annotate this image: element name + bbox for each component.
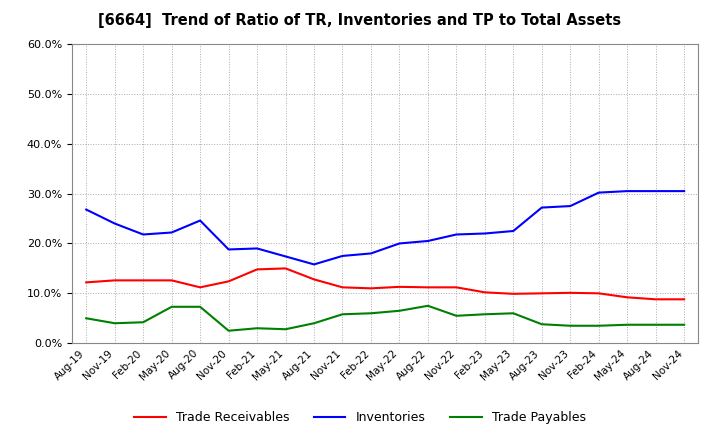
Trade Payables <box>225 328 233 334</box>
Trade Receivables <box>310 277 318 282</box>
Inventories <box>595 190 603 195</box>
Trade Payables <box>595 323 603 328</box>
Trade Receivables <box>537 291 546 296</box>
Trade Payables <box>680 322 688 327</box>
Trade Receivables <box>652 297 660 302</box>
Inventories <box>253 246 261 251</box>
Inventories <box>623 188 631 194</box>
Inventories <box>423 238 432 244</box>
Trade Receivables <box>623 295 631 300</box>
Inventories <box>566 203 575 209</box>
Inventories <box>480 231 489 236</box>
Trade Receivables <box>566 290 575 296</box>
Legend: Trade Receivables, Inventories, Trade Payables: Trade Receivables, Inventories, Trade Pa… <box>130 407 590 429</box>
Trade Payables <box>395 308 404 313</box>
Trade Payables <box>82 315 91 321</box>
Inventories <box>652 188 660 194</box>
Inventories <box>282 254 290 259</box>
Trade Receivables <box>139 278 148 283</box>
Inventories <box>310 262 318 267</box>
Inventories <box>167 230 176 235</box>
Trade Receivables <box>395 284 404 290</box>
Inventories <box>395 241 404 246</box>
Inventories <box>366 251 375 256</box>
Inventories <box>680 188 688 194</box>
Trade Payables <box>196 304 204 309</box>
Trade Payables <box>566 323 575 328</box>
Trade Payables <box>253 326 261 331</box>
Inventories <box>110 221 119 226</box>
Trade Payables <box>282 326 290 332</box>
Trade Receivables <box>423 285 432 290</box>
Trade Receivables <box>480 290 489 295</box>
Trade Payables <box>423 303 432 308</box>
Trade Receivables <box>509 291 518 297</box>
Inventories <box>139 232 148 237</box>
Trade Receivables <box>167 278 176 283</box>
Trade Payables <box>167 304 176 309</box>
Trade Receivables <box>452 285 461 290</box>
Line: Trade Payables: Trade Payables <box>86 306 684 331</box>
Trade Receivables <box>253 267 261 272</box>
Trade Payables <box>652 322 660 327</box>
Trade Payables <box>452 313 461 319</box>
Trade Receivables <box>338 285 347 290</box>
Trade Receivables <box>196 285 204 290</box>
Inventories <box>452 232 461 237</box>
Inventories <box>509 228 518 234</box>
Line: Inventories: Inventories <box>86 191 684 264</box>
Trade Receivables <box>82 280 91 285</box>
Trade Receivables <box>225 279 233 284</box>
Trade Payables <box>338 312 347 317</box>
Trade Receivables <box>110 278 119 283</box>
Inventories <box>537 205 546 210</box>
Trade Payables <box>139 319 148 325</box>
Inventories <box>225 247 233 252</box>
Line: Trade Receivables: Trade Receivables <box>86 268 684 299</box>
Inventories <box>196 218 204 223</box>
Trade Payables <box>480 312 489 317</box>
Trade Payables <box>310 321 318 326</box>
Trade Payables <box>366 311 375 316</box>
Trade Payables <box>509 311 518 316</box>
Inventories <box>338 253 347 259</box>
Trade Receivables <box>595 291 603 296</box>
Trade Payables <box>537 322 546 327</box>
Text: [6664]  Trend of Ratio of TR, Inventories and TP to Total Assets: [6664] Trend of Ratio of TR, Inventories… <box>99 13 621 28</box>
Inventories <box>82 207 91 212</box>
Trade Payables <box>623 322 631 327</box>
Trade Receivables <box>680 297 688 302</box>
Trade Receivables <box>282 266 290 271</box>
Trade Payables <box>110 321 119 326</box>
Trade Receivables <box>366 286 375 291</box>
